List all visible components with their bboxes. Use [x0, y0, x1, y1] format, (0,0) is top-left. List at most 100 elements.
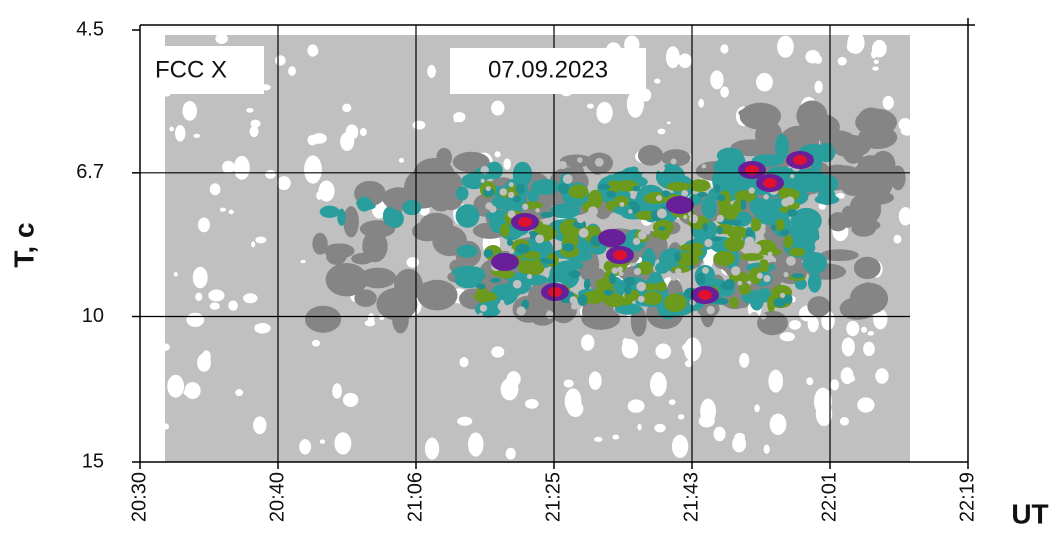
contour-gap: [763, 274, 771, 283]
noise-gap: [655, 343, 672, 359]
contour-gap: [767, 251, 773, 257]
noise-gap: [169, 126, 174, 132]
contour-blob: [613, 195, 630, 208]
noise-gap: [586, 103, 594, 109]
contour-gap: [545, 310, 554, 319]
noise-gap: [563, 379, 574, 388]
contour-blob: [540, 211, 554, 218]
contour-core: [745, 165, 759, 175]
contour-blob: [779, 228, 790, 237]
contour-blob: [614, 303, 643, 315]
contour-blob: [490, 277, 501, 283]
contour-blob: [788, 247, 806, 257]
contour-gap: [522, 203, 529, 210]
contour-gap: [645, 165, 652, 171]
x-tick-label: 21:25: [542, 472, 564, 522]
contour-blob: [702, 222, 708, 232]
noise-gap: [299, 439, 312, 455]
contour-gap: [670, 273, 678, 281]
contour-blob: [724, 279, 732, 288]
noise-gap: [525, 398, 539, 409]
x-axis-label: UT: [1011, 498, 1048, 529]
contour-blob: [637, 144, 664, 166]
contour-blob: [549, 264, 567, 285]
noise-gap: [208, 289, 225, 302]
contour-gap: [716, 214, 725, 223]
contour-gap: [479, 304, 488, 312]
contour-blob: [801, 222, 820, 247]
contour-blob: [597, 183, 611, 190]
noise-gap: [830, 379, 840, 391]
contour-gap: [617, 266, 623, 273]
contour-peak: [666, 196, 694, 214]
contour-gap: [701, 164, 707, 169]
noise-gap: [201, 350, 211, 363]
contour-gap: [683, 214, 688, 220]
contour-blob: [661, 149, 691, 167]
contour-blob: [738, 283, 752, 295]
contour-blob: [338, 280, 359, 296]
noise-gap: [814, 80, 823, 94]
contour-blob: [807, 272, 822, 293]
contour-gap: [637, 295, 645, 303]
noise-gap: [637, 423, 642, 431]
contour-gap: [480, 178, 485, 184]
contour-blob: [767, 295, 776, 313]
noise-gap: [427, 64, 436, 78]
noise-gap: [253, 416, 267, 435]
contour-gap: [508, 191, 515, 199]
contour-blob: [696, 272, 706, 285]
contour-blob: [421, 168, 463, 200]
contour-blob: [713, 157, 745, 178]
contour-gap: [618, 271, 624, 277]
contour-gap: [786, 256, 796, 266]
noise-gap: [174, 125, 186, 142]
noise-gap: [654, 78, 661, 84]
contour-blob: [759, 259, 769, 267]
contour-blob: [337, 208, 346, 226]
y-tick-label: 6.7: [76, 161, 104, 183]
noise-gap: [769, 413, 787, 436]
noise-gap: [698, 98, 705, 108]
contour-blob: [429, 188, 453, 212]
contour-blob: [794, 278, 807, 290]
contour-blob: [775, 218, 785, 232]
contour-blob: [351, 253, 374, 265]
contour-blob: [787, 208, 798, 217]
contour-blob: [697, 191, 708, 198]
noise-gap: [846, 320, 860, 337]
contour-blob: [473, 291, 498, 302]
contour-blob: [839, 170, 868, 196]
noise-gap: [367, 313, 375, 324]
contour-gap: [571, 303, 578, 310]
noise-gap: [768, 369, 784, 393]
contour-gap: [611, 267, 618, 274]
contour-blob: [727, 219, 742, 226]
contour-blob: [710, 236, 723, 242]
noise-gap: [668, 399, 676, 405]
contour-gap: [576, 215, 585, 224]
noise-gap: [677, 414, 685, 420]
station-label: FCC X: [155, 56, 227, 83]
noise-gap: [588, 371, 602, 390]
contour-gap: [578, 228, 589, 238]
noise-gap: [581, 334, 595, 351]
noise-gap: [342, 392, 359, 407]
contour-blob: [499, 223, 510, 237]
noise-gap: [319, 439, 326, 444]
contour-blob: [343, 206, 359, 238]
contour-blob: [545, 259, 556, 264]
contour-blob: [359, 267, 397, 289]
contour-gap: [756, 272, 763, 279]
noise-gap: [756, 72, 773, 92]
noise-gap: [500, 378, 519, 401]
noise-gap: [806, 377, 814, 386]
contour-blob: [515, 183, 525, 195]
noise-gap: [265, 169, 276, 179]
y-tick-label: 15: [82, 450, 104, 472]
contour-blob: [658, 226, 666, 231]
contour-core: [763, 178, 777, 188]
contour-blob: [632, 185, 641, 192]
noise-gap: [228, 209, 234, 215]
